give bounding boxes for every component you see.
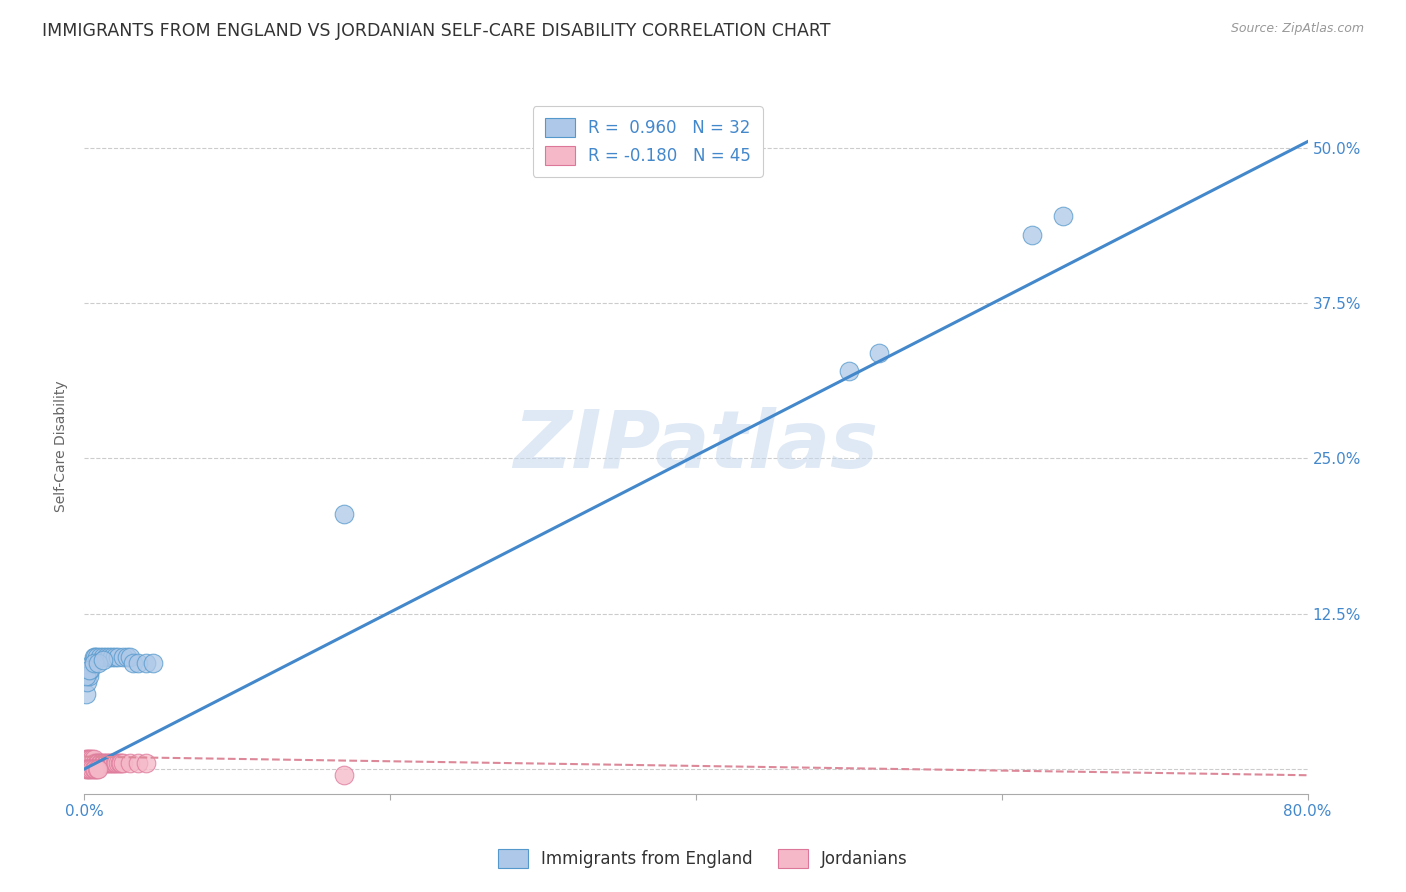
Point (96, 756, 118, 770)
Point (91, 756, 114, 770)
Legend: R =  0.960   N = 32, R = -0.180   N = 45: R = 0.960 N = 32, R = -0.180 N = 45 (533, 106, 762, 177)
Point (79, 663, 101, 677)
Point (1052, 209, 1074, 223)
Point (104, 650, 127, 665)
Point (80, 756, 103, 770)
Point (83, 752, 105, 766)
Point (77, 663, 100, 677)
Point (115, 650, 138, 665)
Point (83, 650, 105, 665)
Point (75, 688, 97, 702)
Point (127, 657, 149, 671)
Point (86, 762, 108, 776)
Point (83, 762, 105, 776)
Y-axis label: Self-Care Disability: Self-Care Disability (55, 380, 69, 512)
Point (76, 675, 98, 690)
Point (869, 346, 891, 360)
Point (108, 756, 131, 770)
Point (86, 756, 108, 770)
Text: Source: ZipAtlas.com: Source: ZipAtlas.com (1230, 22, 1364, 36)
Point (84, 762, 107, 776)
Point (111, 756, 134, 770)
Point (77, 752, 100, 766)
Point (89, 650, 111, 665)
Point (83, 657, 105, 671)
Point (79, 752, 101, 766)
Point (97, 650, 120, 665)
Point (1021, 227, 1043, 242)
Point (86, 650, 108, 665)
Point (142, 657, 165, 671)
Text: IMMIGRANTS FROM ENGLAND VS JORDANIAN SELF-CARE DISABILITY CORRELATION CHART: IMMIGRANTS FROM ENGLAND VS JORDANIAN SEL… (42, 22, 831, 40)
Point (79, 762, 101, 776)
Point (333, 508, 356, 522)
Point (80, 657, 103, 671)
Point (120, 650, 142, 665)
Point (94, 756, 117, 770)
Point (104, 756, 127, 770)
Point (94, 650, 117, 665)
Point (75, 762, 97, 776)
Legend: Immigrants from England, Jordanians: Immigrants from England, Jordanians (491, 842, 915, 875)
Point (333, 768, 356, 782)
Point (77, 669, 100, 683)
Point (87, 762, 110, 776)
Point (122, 657, 145, 671)
Point (77, 762, 100, 776)
Point (135, 657, 157, 671)
Point (103, 756, 125, 770)
Point (127, 756, 149, 770)
Point (76, 752, 98, 766)
Point (101, 756, 124, 770)
Point (89, 756, 111, 770)
Point (91, 653, 114, 667)
Point (75, 752, 97, 766)
Point (80, 752, 103, 766)
Point (77, 756, 100, 770)
Point (87, 657, 110, 671)
Point (87, 756, 110, 770)
Point (838, 364, 860, 378)
Text: ZIPatlas: ZIPatlas (513, 407, 879, 485)
Point (97, 756, 120, 770)
Point (101, 650, 124, 665)
Point (84, 756, 107, 770)
Point (107, 650, 129, 665)
Point (79, 756, 101, 770)
Point (73, 756, 96, 770)
Point (105, 756, 128, 770)
Point (110, 756, 132, 770)
Point (107, 756, 129, 770)
Point (84, 650, 107, 665)
Point (76, 756, 98, 770)
Point (90, 756, 112, 770)
Point (75, 756, 97, 770)
Point (93, 756, 115, 770)
Point (98, 756, 121, 770)
Point (111, 650, 134, 665)
Point (80, 762, 103, 776)
Point (91, 650, 114, 665)
Point (76, 762, 98, 776)
Point (83, 756, 105, 770)
Point (120, 756, 142, 770)
Point (135, 756, 157, 770)
Point (75, 669, 97, 683)
